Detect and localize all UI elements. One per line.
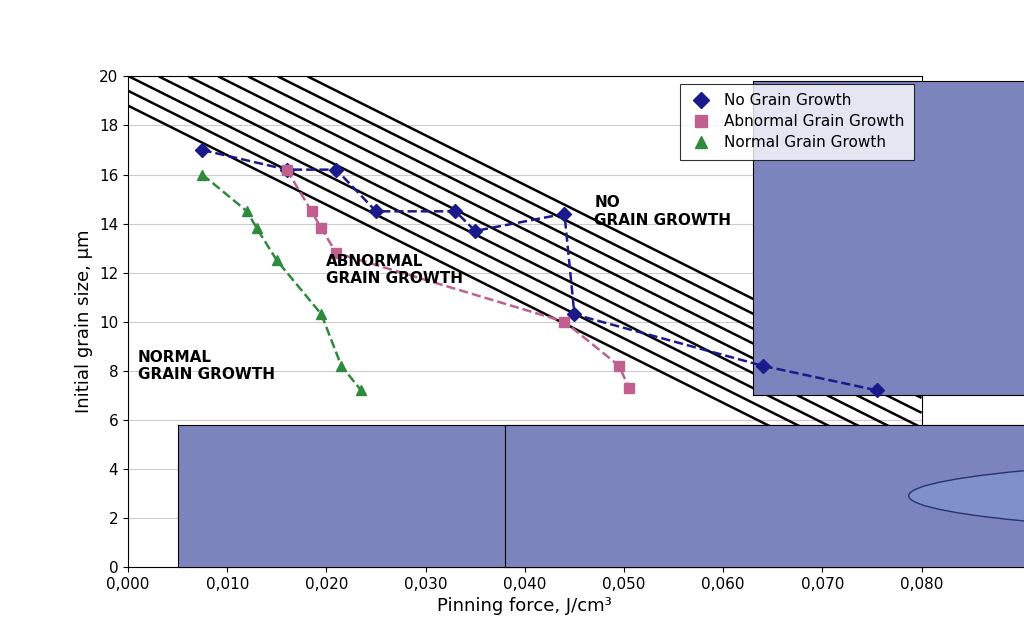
- X-axis label: Pinning force, J/cm³: Pinning force, J/cm³: [437, 598, 612, 615]
- Abnormal Grain Growth: [305, 208, 317, 215]
- No Grain Growth: [558, 210, 570, 218]
- No Grain Growth: [450, 208, 462, 215]
- No Grain Growth: [870, 387, 883, 394]
- Legend: No Grain Growth, Abnormal Grain Growth, Normal Grain Growth: No Grain Growth, Abnormal Grain Growth, …: [680, 84, 914, 160]
- No Grain Growth: [330, 166, 342, 173]
- No Grain Growth: [568, 310, 581, 318]
- Abnormal Grain Growth: [558, 318, 570, 326]
- No Grain Growth: [281, 166, 293, 173]
- Text: NORMAL
GRAIN GROWTH: NORMAL GRAIN GROWTH: [138, 350, 274, 382]
- Line: Abnormal Grain Growth: Abnormal Grain Growth: [282, 165, 634, 393]
- Line: No Grain Growth: No Grain Growth: [198, 145, 882, 395]
- Text: NO
GRAIN GROWTH: NO GRAIN GROWTH: [594, 195, 731, 227]
- Abnormal Grain Growth: [613, 362, 626, 369]
- Normal Grain Growth: [197, 171, 209, 178]
- No Grain Growth: [370, 208, 382, 215]
- Line: Normal Grain Growth: Normal Grain Growth: [198, 169, 366, 395]
- Normal Grain Growth: [241, 208, 253, 215]
- Y-axis label: Initial grain size, µm: Initial grain size, µm: [76, 230, 93, 413]
- Abnormal Grain Growth: [330, 249, 342, 257]
- Normal Grain Growth: [355, 387, 368, 394]
- Normal Grain Growth: [251, 225, 263, 233]
- Abnormal Grain Growth: [315, 225, 328, 233]
- Text: ABNORMAL
GRAIN GROWTH: ABNORMAL GRAIN GROWTH: [327, 254, 464, 287]
- Normal Grain Growth: [335, 362, 347, 369]
- Normal Grain Growth: [315, 310, 328, 318]
- Normal Grain Growth: [270, 257, 283, 264]
- No Grain Growth: [757, 362, 769, 369]
- Abnormal Grain Growth: [623, 384, 635, 392]
- No Grain Growth: [469, 227, 481, 235]
- Abnormal Grain Growth: [281, 166, 293, 173]
- No Grain Growth: [197, 146, 209, 154]
